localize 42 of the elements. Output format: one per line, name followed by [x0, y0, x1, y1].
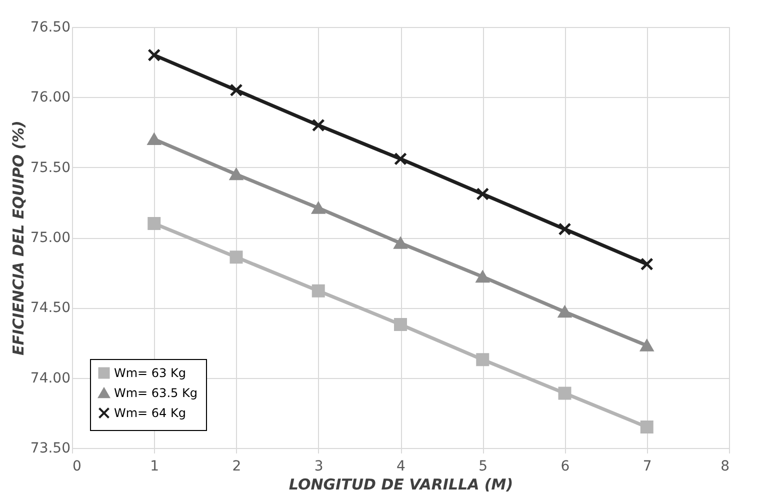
point [230, 84, 243, 97]
legend-label: Wm= 63 Kg [114, 366, 186, 380]
point [476, 188, 490, 200]
y-tick-label: 75.50 [30, 160, 70, 176]
point [394, 152, 407, 166]
point [640, 420, 654, 434]
point [230, 168, 243, 180]
point [148, 133, 161, 146]
x-tick-label: 2 [232, 458, 242, 474]
x-tick-label: 4 [396, 458, 406, 474]
legend-label: Wm= 63.5 Kg [114, 386, 198, 400]
x-tick-label: 7 [642, 458, 652, 474]
x-tick-label: 0 [72, 458, 82, 474]
point [394, 318, 407, 331]
point [148, 48, 161, 62]
x-tick-label: 3 [314, 458, 324, 474]
y-tick-label: 74.50 [30, 300, 70, 316]
point [230, 250, 243, 264]
point [558, 222, 572, 236]
point [312, 202, 325, 214]
y-tick-label: 73.50 [30, 440, 70, 456]
x-tick-label: 5 [478, 458, 488, 474]
point [640, 340, 654, 352]
point [640, 258, 654, 271]
point [312, 118, 325, 132]
y-tick-label: 76.00 [30, 90, 70, 106]
point [476, 271, 490, 283]
x-tick-label: 6 [560, 458, 570, 474]
x-tick-label: 1 [150, 458, 160, 474]
y-tick-label: 74.00 [30, 370, 70, 386]
y-axis-title: EFICIENCIA DEL EQUIPO (%) [9, 120, 28, 356]
point [148, 216, 161, 230]
x-tick-label: 8 [720, 458, 730, 474]
point [476, 353, 490, 366]
point [558, 386, 572, 400]
point [558, 306, 572, 318]
y-tick-label: 75.00 [30, 230, 70, 246]
legend-label: Wm= 64 Kg [114, 406, 186, 420]
x-axis-title: LONGITUD DE VARILLA (M) [288, 476, 514, 494]
point [394, 237, 407, 249]
point [312, 284, 325, 298]
y-tick-label: 76.50 [30, 20, 70, 36]
